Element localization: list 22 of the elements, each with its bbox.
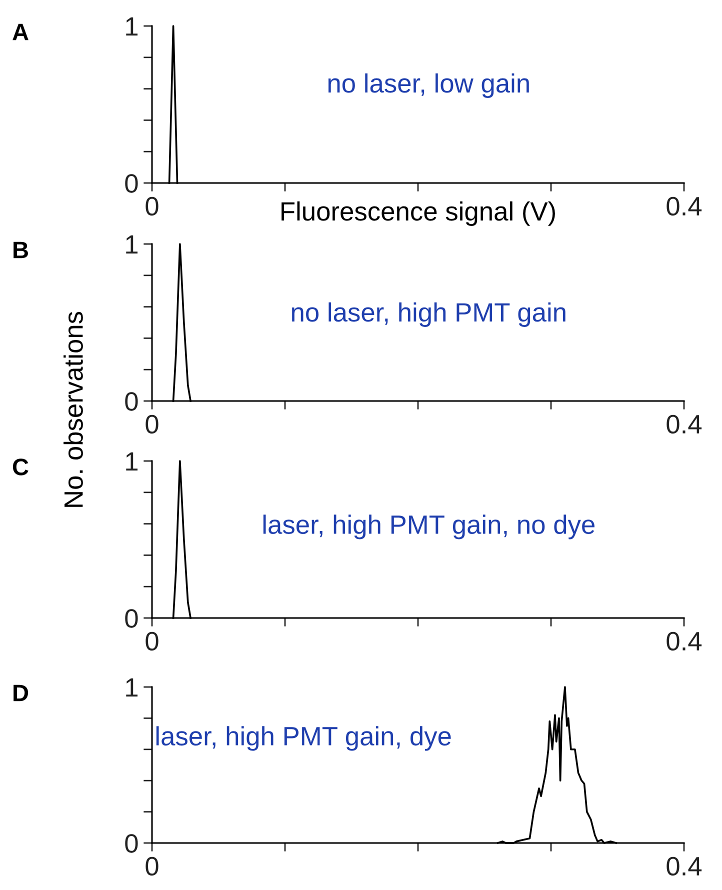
x-axis-title: Fluorescence signal (V) — [282, 201, 555, 226]
y-tick-label: 1 — [126, 678, 138, 697]
chart-title: C — [12, 458, 28, 476]
y-tick-label: 0 — [125, 174, 138, 193]
x-tick-label: 0.4 — [666, 414, 702, 434]
x-tick-label: 0.4 — [666, 632, 702, 651]
y-tick-label: 0 — [125, 834, 138, 853]
annotation: laser, high PMT gain, dye — [156, 726, 451, 751]
y-tick-label: 1 — [126, 452, 138, 471]
chart-title: B — [14, 242, 28, 258]
y-axis-title: No. observations — [64, 312, 83, 507]
chart-title: A — [12, 24, 28, 40]
y-tick-label: 0 — [125, 392, 138, 411]
y-tick-label: 1 — [126, 235, 138, 254]
y-tick-label: 1 — [126, 17, 138, 36]
annotation: no laser, low gain — [328, 73, 529, 98]
x-tick-label: 0.4 — [666, 196, 702, 216]
chart-title: D — [14, 684, 28, 702]
x-tick-label: 0.4 — [666, 856, 702, 876]
y-tick-label: 0 — [125, 609, 138, 628]
annotation: laser, high PMT gain, no dye — [263, 514, 594, 540]
annotation: no laser, high PMT gain — [292, 302, 566, 327]
